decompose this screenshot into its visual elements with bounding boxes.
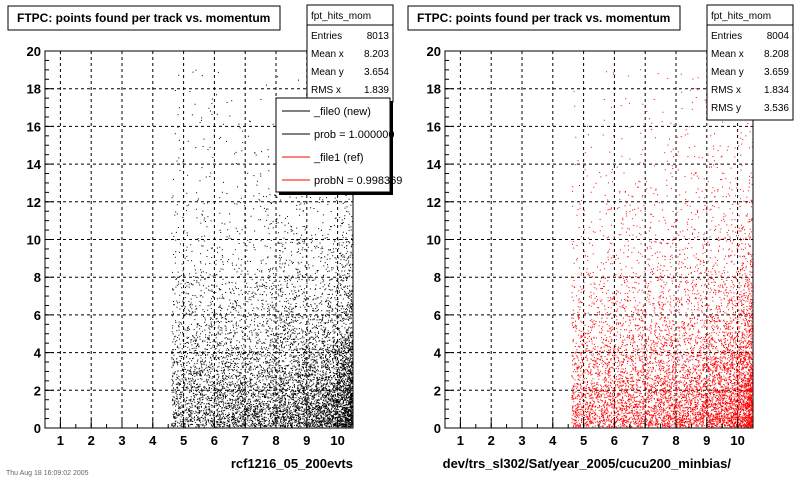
x-tick-label: 1	[57, 433, 64, 448]
right-stats-box	[706, 4, 794, 121]
y-tick-label: 10	[427, 233, 441, 248]
left-stats-label: Entries	[311, 31, 342, 42]
x-tick-label: 8	[672, 433, 679, 448]
right-stats-label: Mean x	[711, 49, 744, 60]
y-tick-label: 18	[27, 82, 41, 97]
x-tick-label: 9	[303, 433, 310, 448]
right-stats-label: Mean y	[711, 67, 744, 78]
x-tick-label: 3	[518, 433, 525, 448]
x-tick-label: 9	[703, 433, 710, 448]
y-tick-label: 20	[27, 44, 41, 59]
x-tick-label: 10	[330, 433, 344, 448]
x-tick-label: 4	[549, 433, 557, 448]
y-tick-label: 16	[27, 119, 41, 134]
right-stats-value: 3.659	[764, 67, 789, 78]
left-stats-label: Mean x	[311, 49, 344, 60]
right-stats-value: 8004	[767, 31, 790, 42]
right-grid	[445, 51, 753, 428]
right-chart-title: FTPC: points found per track vs. momentu…	[417, 11, 670, 25]
left-stats-box	[306, 4, 394, 103]
right-x-ticks: 1 2 3 4 5 6 7 8 9 10	[444, 419, 754, 448]
x-tick-label: 7	[242, 433, 249, 448]
x-tick-label: 3	[118, 433, 125, 448]
x-tick-label: 7	[642, 433, 649, 448]
left-x-ticks: 1 2 3 4 5 6 7 8 9 10	[44, 419, 354, 448]
x-tick-label: 8	[272, 433, 279, 448]
y-tick-label: 10	[27, 233, 41, 248]
legend-entry: _file0 (new)	[313, 106, 371, 118]
timestamp-footnote: Thu Aug 18 16:09:02 2005	[6, 470, 89, 477]
legend-entry: prob = 1.000000	[314, 129, 394, 141]
left-x-axis-label: rcf1216_05_200evts	[231, 456, 353, 471]
scatter-marks	[571, 69, 753, 428]
y-tick-label: 4	[34, 346, 42, 361]
right-scatter-points	[571, 69, 753, 428]
right-stats-label: RMS x	[711, 85, 741, 96]
right-stats-value: 1.834	[764, 85, 789, 96]
x-tick-label: 2	[488, 433, 495, 448]
x-tick-label: 2	[88, 433, 95, 448]
legend-box	[275, 97, 391, 193]
y-tick-label: 4	[434, 346, 442, 361]
y-tick-label: 2	[34, 383, 41, 398]
y-tick-label: 20	[427, 44, 441, 59]
left-y-ticks: 0 2 4 6 8 10 12 14 16 18 20	[27, 44, 54, 436]
left-title-box	[7, 5, 281, 31]
left-stats-value: 8013	[367, 31, 390, 42]
right-y-ticks: 0 2 4 6 8 10 12 14 16 18 20	[427, 44, 454, 436]
x-tick-label: 6	[211, 433, 218, 448]
left-stats-value: 8.203	[364, 49, 389, 60]
y-tick-label: 8	[34, 270, 41, 285]
y-tick-label: 18	[427, 82, 441, 97]
legend-entry: _file1 (ref)	[313, 152, 364, 164]
y-tick-label: 12	[427, 195, 441, 210]
left-stats-label: RMS x	[311, 85, 341, 96]
left-stats-value: 1.839	[364, 85, 389, 96]
left-chart-title: FTPC: points found per track vs. momentu…	[17, 11, 270, 25]
y-tick-label: 6	[34, 308, 41, 323]
x-tick-label: 10	[730, 433, 744, 448]
right-x-axis-label: dev/trs_sl302/Sat/year_2005/cucu200_minb…	[443, 456, 732, 471]
x-tick-label: 6	[611, 433, 618, 448]
right-title-box	[407, 5, 681, 31]
x-tick-label: 5	[580, 433, 587, 448]
y-tick-label: 6	[434, 308, 441, 323]
right-stats-label: RMS y	[711, 103, 741, 114]
y-tick-label: 8	[434, 270, 441, 285]
y-tick-label: 12	[27, 195, 41, 210]
right-stats-name: fpt_hits_mom	[711, 11, 771, 22]
left-stats-label: Mean y	[311, 67, 344, 78]
y-tick-label: 16	[427, 119, 441, 134]
y-tick-label: 14	[427, 157, 442, 172]
y-tick-label: 0	[34, 421, 41, 436]
right-stats-label: Entries	[711, 31, 742, 42]
legend-entry: probN = 0.998369	[314, 175, 402, 187]
left-stats-name: fpt_hits_mom	[311, 11, 371, 22]
y-tick-label: 14	[27, 157, 42, 172]
y-tick-label: 0	[434, 421, 441, 436]
x-tick-label: 1	[457, 433, 464, 448]
right-stats-value: 3.536	[764, 103, 789, 114]
x-tick-label: 5	[180, 433, 187, 448]
x-tick-label: 4	[149, 433, 157, 448]
right-stats-value: 8.208	[764, 49, 789, 60]
left-stats-value: 3.654	[364, 67, 389, 78]
y-tick-label: 2	[434, 383, 441, 398]
